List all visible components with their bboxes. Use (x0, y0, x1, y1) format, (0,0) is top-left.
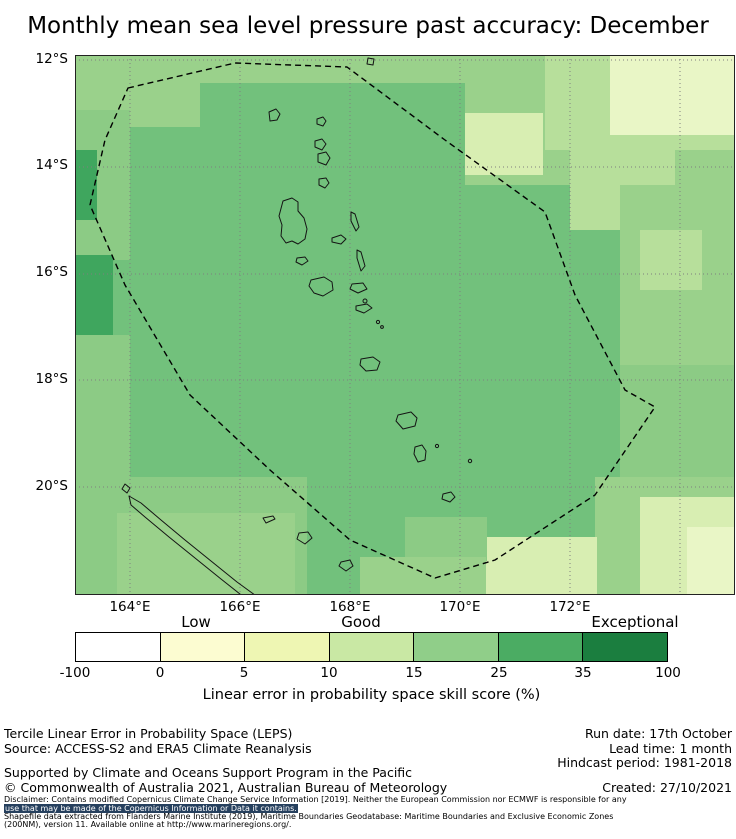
colorbar-quality-label-low: Low (181, 613, 211, 631)
footer-method-text: Tercile Linear Error in Probability Spac… (4, 726, 293, 741)
colorbar-segment (414, 633, 499, 661)
shapefile-line-1: Shapefile data extracted from Flanders M… (4, 812, 614, 821)
colorbar-tick-label: 15 (405, 665, 423, 681)
footer-hindcast-text: Hindcast period: 1981-2018 (557, 755, 732, 770)
footer-created-text: Created: 27/10/2021 (602, 780, 732, 795)
colorbar-tick-label: 25 (490, 665, 508, 681)
colorbar-segment (329, 633, 415, 661)
shapefile-line-2: (200NM), version 11. Available online at… (4, 820, 292, 829)
disclaimer-selected-text: use that may be made of the Copernicus I… (4, 803, 298, 813)
colorbar-segment (76, 633, 161, 661)
footer-source-text: Source: ACCESS-S2 and ERA5 Climate Reana… (4, 741, 312, 756)
map-canvas (75, 55, 735, 595)
disclaimer-line-2: use that may be made of the Copernicus I… (4, 803, 298, 814)
footer-copyright-text: © Commonwealth of Australia 2021, Austra… (4, 780, 448, 795)
map-coastlines (121, 57, 473, 595)
colorbar (75, 632, 668, 662)
disclaimer-line-1: Disclaimer: Contains modified Copernicus… (4, 795, 627, 804)
footer-lead-time-text: Lead time: 1 month (609, 741, 732, 756)
map-border (75, 55, 735, 595)
colorbar-tick-label: 10 (320, 665, 338, 681)
colorbar-quality-label-good: Good (341, 613, 381, 631)
colorbar-tick-label: 5 (239, 665, 249, 681)
page-title: Monthly mean sea level pressure past acc… (27, 13, 709, 39)
colorbar-tick-label: 0 (155, 665, 165, 681)
map-ytick-label: 16°S (35, 264, 69, 280)
footer-support-text: Supported by Climate and Oceans Support … (4, 765, 413, 780)
colorbar-segment (160, 633, 246, 661)
map-eez-boundary (89, 62, 656, 579)
colorbar-segment (583, 633, 668, 661)
map-skill-patches (75, 55, 735, 595)
colorbar-segment (498, 633, 584, 661)
map-xtick-label: 172°E (549, 599, 591, 615)
map-xtick-label: 166°E (219, 599, 261, 615)
colorbar-tick-label: -100 (59, 665, 91, 681)
map-ytick-label: 18°S (35, 371, 69, 387)
map-xtick-label: 170°E (439, 599, 481, 615)
map-xtick-label: 168°E (329, 599, 371, 615)
map-ytick-label: 20°S (35, 478, 69, 494)
colorbar-tick-label: 100 (655, 665, 681, 681)
colorbar-axis-label: Linear error in probability space skill … (202, 687, 541, 703)
colorbar-quality-label-exceptional: Exceptional (591, 613, 679, 631)
footer-run-date-text: Run date: 17th October (584, 726, 732, 741)
map-ytick-label: 12°S (35, 51, 69, 67)
colorbar-tick-label: 35 (574, 665, 592, 681)
colorbar-segment (245, 633, 330, 661)
map-xtick-label: 164°E (109, 599, 151, 615)
map-ytick-label: 14°S (35, 157, 69, 173)
